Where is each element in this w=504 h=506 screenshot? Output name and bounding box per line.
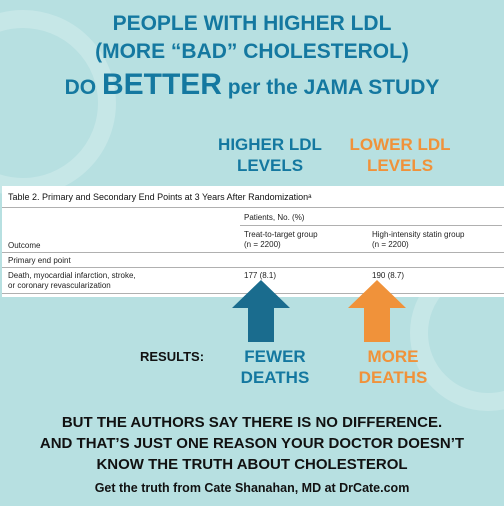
up-arrow-orange-icon xyxy=(348,280,406,342)
footer-line-2: AND THAT’S JUST ONE REASON YOUR DOCTOR D… xyxy=(39,435,465,452)
fewer-line-2: DEATHS xyxy=(240,368,310,387)
row-group2-value: 190 (8.7) xyxy=(372,271,405,280)
table-rule-header xyxy=(2,252,504,253)
row-label: Death, myocardial infarction, stroke, or… xyxy=(8,271,136,291)
lower-ldl-heading: LOWER LDL LEVELS xyxy=(335,134,465,176)
lower-ldl-line-1: LOWER LDL xyxy=(349,135,451,154)
higher-ldl-heading: HIGHER LDL LEVELS xyxy=(210,134,330,176)
section-label: Primary end point xyxy=(8,256,71,265)
lower-ldl-line-2: LEVELS xyxy=(366,156,434,175)
headline-prefix: DO xyxy=(64,76,102,99)
footer-line-4: Get the truth from Cate Shanahan, MD at … xyxy=(94,481,410,495)
row-group1-value: 177 (8.1) xyxy=(244,271,277,280)
headline-emphasis: BETTER xyxy=(101,68,222,101)
patients-rule xyxy=(240,225,502,226)
row-label-line-1: Death, myocardial infarction, stroke, xyxy=(8,271,136,280)
more-line-1: MORE xyxy=(367,347,419,366)
group2-label: High-intensity statin group xyxy=(372,230,465,239)
fewer-deaths: FEWER DEATHS xyxy=(225,346,325,388)
headline-line-2: (MORE “BAD” CHOLESTEROL) xyxy=(95,40,409,63)
headline-line-3: DO BETTER per the JAMA STUDY xyxy=(0,68,504,105)
outcome-header: Outcome xyxy=(8,241,41,250)
results-label: RESULTS: xyxy=(140,349,205,364)
footer-line-1: BUT THE AUTHORS SAY THERE IS NO DIFFEREN… xyxy=(61,414,443,431)
headline-suffix: per the JAMA STUDY xyxy=(221,76,440,99)
table-rule-section xyxy=(2,267,504,268)
group1-n: (n = 2200) xyxy=(244,240,281,249)
footer-line-3: KNOW THE TRUTH ABOUT CHOLESTEROL xyxy=(96,456,408,473)
more-deaths: MORE DEATHS xyxy=(338,346,448,388)
fewer-line-1: FEWER xyxy=(244,347,306,366)
more-line-2: DEATHS xyxy=(358,368,428,387)
table-title: Table 2. Primary and Secondary End Point… xyxy=(8,192,312,202)
group1-label: Treat-to-target group xyxy=(244,230,318,239)
patients-header: Patients, No. (%) xyxy=(244,213,305,222)
row-label-line-2: or coronary revascularization xyxy=(8,281,111,290)
higher-ldl-line-1: HIGHER LDL xyxy=(218,135,322,154)
group2-header: High-intensity statin group (n = 2200) xyxy=(372,230,465,250)
study-table: Table 2. Primary and Secondary End Point… xyxy=(2,186,504,297)
headline-line-1: PEOPLE WITH HIGHER LDL xyxy=(112,12,392,35)
table-rule-top xyxy=(2,207,504,208)
group2-n: (n = 2200) xyxy=(372,240,409,249)
higher-ldl-line-2: LEVELS xyxy=(236,156,304,175)
group1-header: Treat-to-target group (n = 2200) xyxy=(244,230,318,250)
up-arrow-blue-icon xyxy=(232,280,290,342)
